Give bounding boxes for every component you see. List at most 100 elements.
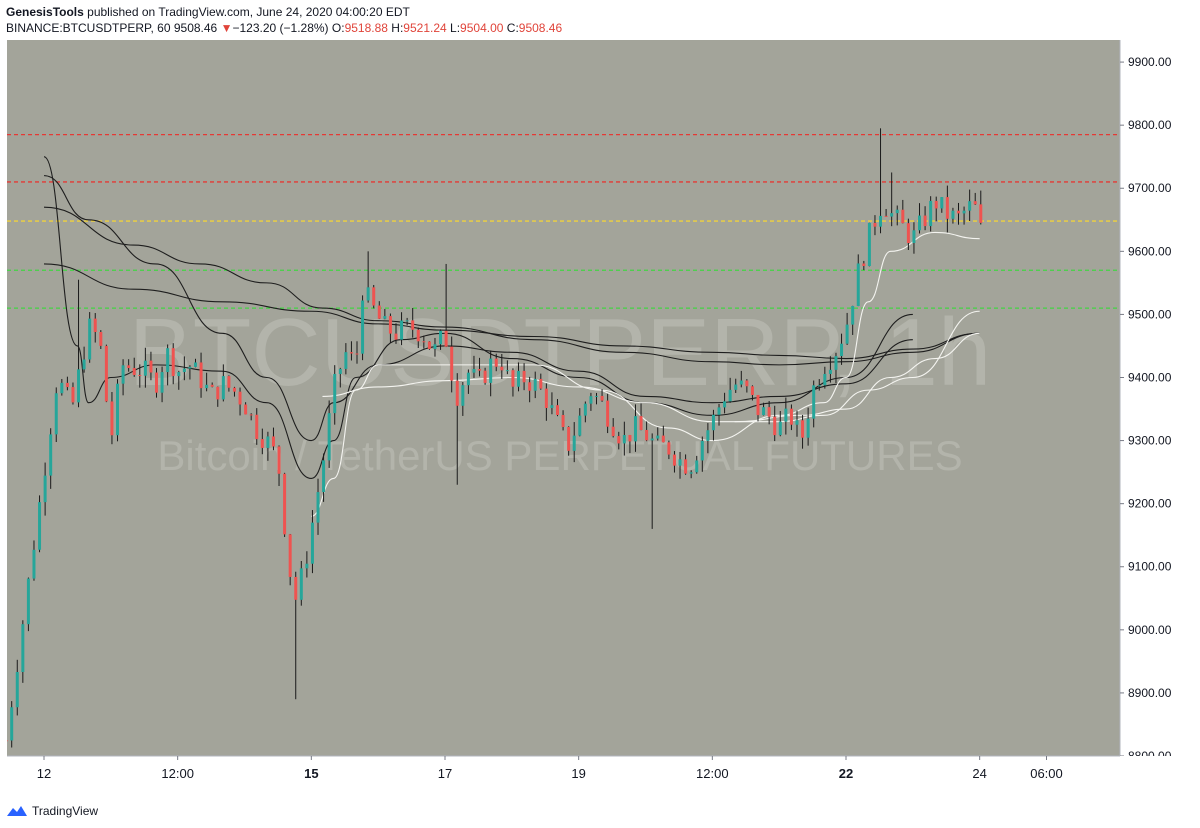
candle-up — [817, 385, 821, 387]
price-axis[interactable]: 9900.00 9800.00 9700.00 9600.00 9500.00 9400.… — [1119, 40, 1200, 763]
candle-down — [745, 380, 749, 387]
candle-down — [862, 263, 866, 267]
price-tick-label: 9600.00 — [1128, 244, 1172, 258]
candle-up — [299, 568, 303, 600]
price-tick-label: 9500.00 — [1128, 307, 1172, 321]
candle-up — [322, 460, 326, 493]
candle-up — [795, 420, 799, 425]
price-tick-label: 9700.00 — [1128, 181, 1172, 195]
candle-down — [606, 400, 610, 427]
watermark: BTCUSDTPERP, 1h Bitcoin / TetherUS PERPE… — [129, 299, 992, 479]
candle-up — [879, 215, 883, 227]
candle-down — [672, 454, 676, 466]
candle-down — [500, 366, 504, 371]
candle-up — [505, 370, 509, 372]
candle-up — [806, 418, 810, 438]
candle-down — [199, 362, 203, 389]
candle-up — [728, 389, 732, 402]
footer: TradingView — [6, 800, 98, 822]
candle-down — [394, 333, 398, 340]
candle-up — [723, 401, 727, 408]
candle-down — [801, 420, 805, 438]
candle-down — [756, 394, 760, 416]
price-tick-label: 9100.00 — [1128, 560, 1172, 574]
candle-up — [400, 320, 404, 340]
time-axis[interactable]: 12 12:00 15 17 19 12:00 22 24 06:00 — [0, 755, 1200, 796]
candle-down — [923, 215, 927, 227]
low-value: 9504.00 — [460, 21, 504, 35]
candle-down — [979, 204, 983, 223]
candle-up — [633, 416, 637, 442]
candle-up — [550, 405, 554, 408]
candle-down — [522, 370, 526, 383]
candle-down — [884, 215, 888, 217]
candle-up — [589, 396, 593, 404]
time-tick-label: 19 — [571, 766, 585, 781]
candle-up — [711, 414, 715, 431]
candle-up — [43, 475, 47, 503]
candle-up — [310, 522, 314, 564]
last-price: 9508.46 — [173, 21, 218, 35]
candle-up — [327, 413, 331, 461]
candle-up — [15, 672, 19, 708]
price-tick-label: 9300.00 — [1128, 434, 1172, 448]
price-axis-bg — [1120, 40, 1200, 756]
candle-down — [767, 407, 771, 417]
candle-up — [650, 438, 654, 441]
author-name[interactable]: GenesisTools — [6, 5, 84, 19]
candle-down — [422, 341, 426, 343]
candle-down — [483, 370, 487, 383]
candle-down — [255, 414, 259, 440]
candle-down — [288, 534, 292, 577]
candle-up — [405, 320, 409, 322]
candle-down — [155, 372, 159, 393]
moving-average-line — [43, 175, 913, 442]
candle-up — [305, 563, 309, 569]
open-label: O: — [331, 21, 345, 35]
candle-up — [32, 549, 36, 579]
candle-up — [182, 368, 186, 373]
candle-up — [734, 384, 738, 390]
candle-up — [762, 407, 766, 416]
candle-up — [266, 436, 270, 448]
candle-up — [912, 230, 916, 244]
candle-up — [784, 408, 788, 422]
symbol-name[interactable]: BINANCE:BTCUSDTPERP, 60 — [6, 21, 171, 35]
candle-down — [667, 442, 671, 455]
candle-up — [383, 316, 387, 319]
candle-down — [372, 287, 376, 306]
tradingview-brand[interactable]: TradingView — [32, 804, 99, 818]
candle-up — [38, 502, 42, 550]
candle-down — [99, 332, 103, 346]
candle-down — [450, 346, 454, 381]
candle-down — [628, 435, 632, 442]
candle-down — [110, 401, 114, 436]
candle-down — [349, 352, 353, 354]
candle-up — [361, 300, 365, 354]
candle-up — [433, 344, 437, 349]
candle-up — [10, 707, 14, 741]
plot-area[interactable] — [7, 40, 1120, 756]
candle-up — [578, 415, 582, 436]
candle-down — [388, 316, 392, 334]
publish-info: GenesisTools published on TradingView.co… — [6, 5, 410, 19]
candle-up — [333, 373, 337, 414]
candle-down — [478, 368, 482, 371]
candle-up — [968, 201, 972, 211]
candle-up — [867, 222, 871, 267]
candle-down — [906, 223, 910, 244]
candle-up — [82, 359, 86, 370]
candle-up — [895, 209, 899, 214]
candle-up — [533, 378, 537, 391]
time-tick-label: 15 — [304, 766, 318, 781]
candle-up — [472, 368, 476, 373]
tradingview-logo-icon — [7, 806, 27, 816]
candle-up — [88, 318, 92, 360]
candle-up — [116, 383, 120, 436]
candle-up — [54, 393, 58, 435]
change-down-icon: ▼ — [220, 21, 233, 35]
high-label: H: — [391, 21, 404, 35]
high-value: 9521.24 — [403, 21, 447, 35]
candle-down — [416, 329, 420, 342]
